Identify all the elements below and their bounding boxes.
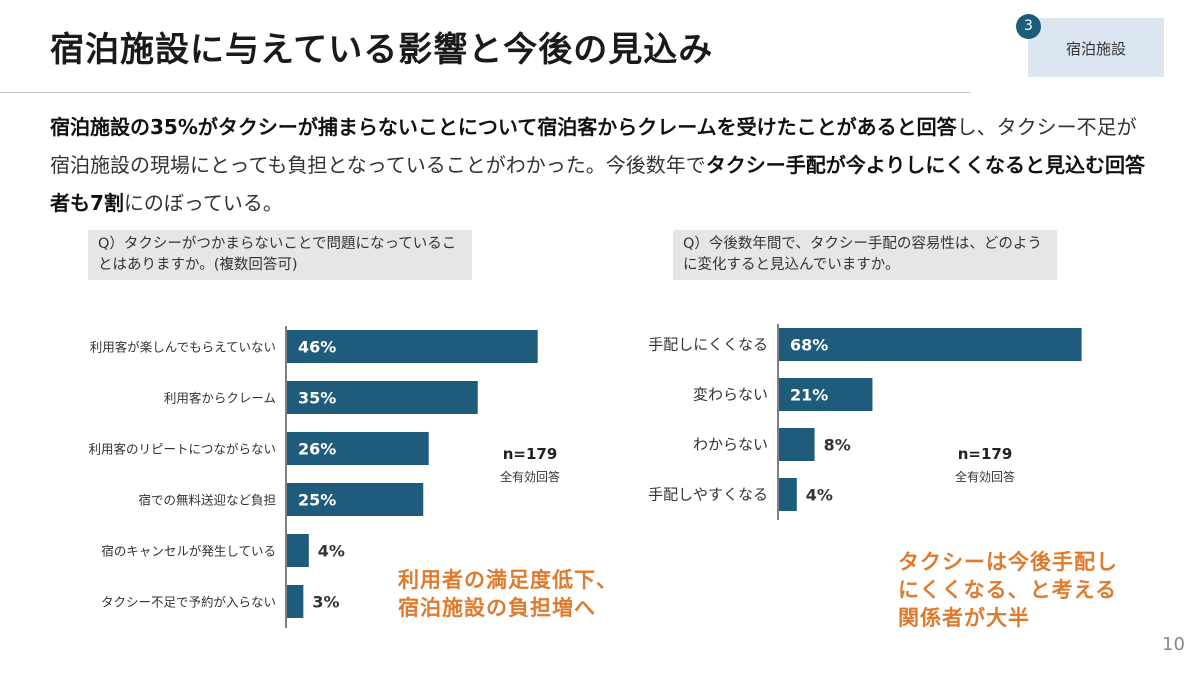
- value-label-3: 25%: [298, 491, 336, 510]
- bar-3: [779, 478, 797, 511]
- right-question-box: Q）今後数年間で、タクシー手配の容易性は、どのように変化すると見込んでいますか。: [673, 230, 1057, 280]
- category-label-0: 利用客が楽しんでもらえていない: [90, 340, 276, 355]
- left-takeaway: 利用者の満足度低下、 宿泊施設の負担増へ: [398, 566, 618, 622]
- intro-bold-2: タクシー手配が今よりしにくくなると見込む回答者も7割: [50, 153, 1146, 215]
- left-sample-note: 全有効回答: [499, 470, 560, 484]
- value-label-2: 8%: [824, 436, 851, 455]
- intro-text-2: にのぼっている。: [123, 191, 283, 215]
- value-label-1: 35%: [298, 389, 336, 408]
- right-takeaway-line-1: タクシーは今後手配し: [898, 550, 1118, 574]
- left-question-box: Q）タクシーがつかまらないことで問題になっていることはありますか。(複数回答可): [88, 230, 472, 280]
- right-takeaway-line-2: にくくなる、と考える: [898, 578, 1117, 602]
- page-number: 10: [1162, 634, 1185, 655]
- title-divider: [0, 92, 970, 93]
- category-label-0: 手配しにくくなる: [648, 336, 768, 354]
- value-label-3: 4%: [806, 486, 833, 505]
- category-label-1: 利用客からクレーム: [164, 391, 276, 406]
- section-tag: [1028, 18, 1164, 77]
- bar-0: [287, 330, 538, 363]
- right-sample-size: n=179: [957, 445, 1013, 463]
- value-label-1: 21%: [790, 386, 828, 405]
- category-label-1: 変わらない: [693, 386, 768, 404]
- right-sample-note: 全有効回答: [954, 470, 1015, 484]
- right-takeaway-line-3: 関係者が大半: [898, 606, 1030, 630]
- left-takeaway-line-1: 利用者の満足度低下、: [398, 568, 618, 592]
- value-label-4: 4%: [318, 542, 345, 561]
- left-sample-size: n=179: [502, 445, 558, 463]
- intro-paragraph: 宿泊施設の35%がタクシーが捕まらないことについて宿泊客からクレームを受けたこと…: [50, 108, 1150, 222]
- category-label-5: タクシー不足で予約が入らない: [101, 595, 276, 610]
- bar-1: [287, 381, 478, 414]
- category-label-4: 宿のキャンセルが発生している: [101, 544, 276, 559]
- section-number-badge: 3: [1016, 14, 1041, 39]
- bar-2: [287, 432, 429, 465]
- intro-text-1: し、タクシー不足が宿泊施設の現場にとっても負担となっていることがわかった。今後数…: [50, 115, 1137, 177]
- category-label-2: わからない: [693, 436, 768, 454]
- bar-0: [779, 328, 1082, 361]
- category-label-3: 手配しやすくなる: [648, 486, 768, 504]
- bar-5: [287, 585, 304, 618]
- category-label-3: 宿での無料送迎など負担: [138, 493, 276, 508]
- value-label-0: 68%: [790, 336, 828, 355]
- bar-4: [287, 534, 309, 567]
- value-label-2: 26%: [298, 440, 336, 459]
- value-label-5: 3%: [312, 593, 339, 612]
- category-label-2: 利用客のリピートにつながらない: [88, 442, 276, 457]
- bar-2: [779, 428, 815, 461]
- bar-3: [287, 483, 424, 516]
- value-label-0: 46%: [298, 338, 336, 357]
- section-tag-label: 宿泊施設: [1065, 40, 1126, 58]
- left-takeaway-line-2: 宿泊施設の負担増へ: [398, 596, 596, 620]
- page-title: 宿泊施設に与えている影響と今後の見込み: [50, 30, 714, 70]
- right-takeaway: タクシーは今後手配し にくくなる、と考える 関係者が大半: [898, 548, 1118, 632]
- intro-bold-1: 宿泊施設の35%がタクシーが捕まらないことについて宿泊客からクレームを受けたこと…: [50, 115, 957, 139]
- bar-1: [779, 378, 873, 411]
